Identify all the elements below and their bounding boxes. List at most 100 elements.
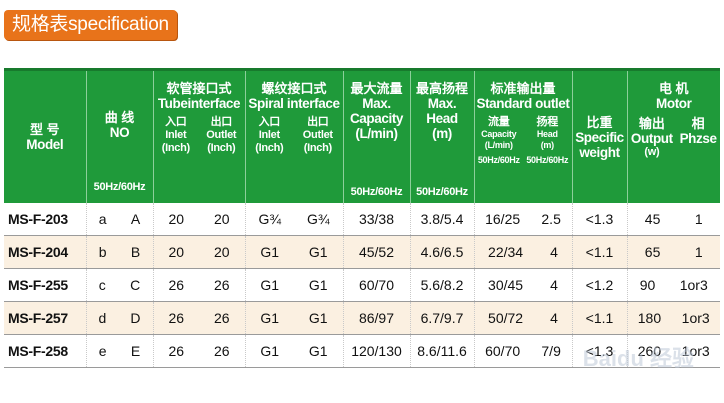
tube-cell: 26 26 [153,268,246,302]
motor-cell-a: 65 [644,244,661,260]
spiral-cell-a: G1 [260,343,280,359]
header-motor-out-en: Output [630,131,673,146]
model-cell: MS-F-255 [4,268,87,302]
tube-cell-a: 26 [168,277,185,293]
model-cell: MS-F-203 [4,203,87,236]
header-curve-zh: 曲 线 [104,110,135,125]
spiral-cell: G1 G1 [245,334,344,368]
std-cell: 30/45 4 [474,268,573,302]
header-std-head-unit: (m) [540,140,554,150]
header-motor-out-zh: 输出 [638,116,665,131]
header-spiral-en: Spiral interface [248,96,340,111]
curve-cell-a: c [98,277,106,293]
tube-cell-b: 26 [213,277,230,293]
header-spiral-inlet-en: Inlet [258,129,280,141]
spiral-cell: G1 G1 [245,301,344,335]
head-cell: 3.8/5.4 [410,203,475,236]
header-spiral-outlet-zh: 出口 [307,116,329,128]
spiral-cell-a: G¾ [258,211,282,227]
curve-cell-a: a [98,211,107,227]
header-flow-unit: (L/min) [355,126,398,141]
curve-cell-b: D [130,310,141,326]
table-row: MS-F-203 a A 20 20 G¾ G¾ 33/38 3.8/5.4 16/25 2.5 <1… [4,203,720,236]
weight-cell: <1.2 [572,268,628,302]
spiral-cell-b: G¾ [306,211,330,227]
motor-cell-b: 1or3 [679,277,708,293]
std-cell-a: 30/45 [488,277,524,293]
header-flow: 最大流量 Max. Capacity (L/min) 50Hz/60Hz [343,68,411,203]
header-tube-outlet-zh: 出口 [210,116,233,128]
motor-cell-a: 45 [644,211,661,227]
tube-cell-b: 20 [213,211,230,227]
motor-cell-b: 1or3 [681,343,710,359]
header-motor-en: Motor [656,96,692,111]
motor-cell-b: 1 [694,211,703,227]
motor-cell: 65 1 [627,235,720,269]
header-tube-inlet-en: Inlet [165,129,187,141]
weight-cell: <1.1 [572,235,628,269]
header-model-en: Model [26,137,64,152]
tube-cell-a: 20 [168,211,185,227]
curve-cell-b: C [130,277,141,293]
header-tube-inlet-zh: 入口 [165,116,187,128]
motor-cell: 45 1 [627,203,720,236]
spiral-cell-b: G1 [308,343,328,359]
std-cell: 60/70 7/9 [474,334,573,368]
tube-cell: 26 26 [153,301,246,335]
std-cell-a: 50/72 [488,310,524,326]
model-cell: MS-F-258 [4,334,87,368]
header-curve-en: NO [109,125,130,140]
flow-cell: 33/38 [343,203,411,236]
header-spiral-outlet-unit: (Inch) [303,142,332,154]
head-cell: 8.6/11.6 [410,334,475,368]
header-weight-zh: 比重 [586,114,613,130]
header-motor-ph-en: Phzse [679,131,717,146]
tube-cell-b: 20 [213,244,230,260]
header-flow-en1: Max. [362,96,391,111]
flow-cell: 60/70 [343,268,411,302]
flow-cell: 86/97 [343,301,411,335]
spiral-cell-b: G1 [308,244,328,260]
table-row: MS-F-255 c C 26 26 G1 G1 60/70 5.6/8.2 30/45 4 <1.2… [4,268,720,302]
header-spiral-inlet-unit: (Inch) [255,142,284,154]
header-spiral-inlet-zh: 入口 [258,116,281,128]
header-head-en2: Head [426,111,458,126]
header-motor-out-unit: (w) [644,146,660,158]
std-cell-a: 60/70 [485,343,521,359]
header-motor: 电 机 Motor 输出 Output (w) 相 Phzse [627,68,720,203]
header-spiral: 螺纹接口式 Spiral interface 入口 Inlet (Inch) 出口 O… [245,68,344,203]
header-tube-inlet-unit: (Inch) [161,142,190,154]
header-motor-zh: 电 机 [658,81,689,96]
model-cell: MS-F-204 [4,235,87,269]
head-cell: 4.6/6.5 [410,235,475,269]
table-row: MS-F-257 d D 26 26 G1 G1 86/97 6.7/9.7 50/72 4 <1.1… [4,301,720,335]
header-flow-en2: Capacity [349,111,404,126]
header-spiral-zh: 螺纹接口式 [261,81,327,96]
table-row: MS-F-204 b B 20 20 G1 G1 45/52 4.6/6.5 22/34 4 <1.1… [4,235,720,269]
spiral-cell: G1 G1 [245,235,344,269]
tube-cell-a: 20 [168,244,185,260]
header-tube-outlet-unit: (Inch) [207,142,236,154]
spiral-cell-a: G1 [260,244,280,260]
tube-cell-b: 26 [213,310,230,326]
weight-cell: <1.1 [572,301,628,335]
table-row: MS-F-258 e E 26 26 G1 G1 120/130 8.6/11.6 60/70 7/… [4,334,720,368]
spec-table: 型 号 Model 曲 线 NO 50Hz/60Hz 软管接口式 Tubeint… [4,68,720,368]
curve-cell-b: B [130,244,141,260]
std-cell: 16/25 2.5 [474,203,573,236]
table-header-row: 型 号 Model 曲 线 NO 50Hz/60Hz 软管接口式 Tubeint… [4,68,720,203]
head-cell: 5.6/8.2 [410,268,475,302]
header-spiral-outlet-en: Outlet [302,129,333,141]
header-tube-en: Tubeinterface [157,96,241,111]
tube-cell-a: 26 [168,343,185,359]
std-cell-b: 4 [550,277,558,293]
header-curve: 曲 线 NO 50Hz/60Hz [86,68,154,203]
spiral-cell-b: G1 [308,277,328,293]
motor-cell-a: 180 [637,310,662,326]
tube-cell: 20 20 [153,235,246,269]
spec-title: 规格表specification [4,10,177,40]
